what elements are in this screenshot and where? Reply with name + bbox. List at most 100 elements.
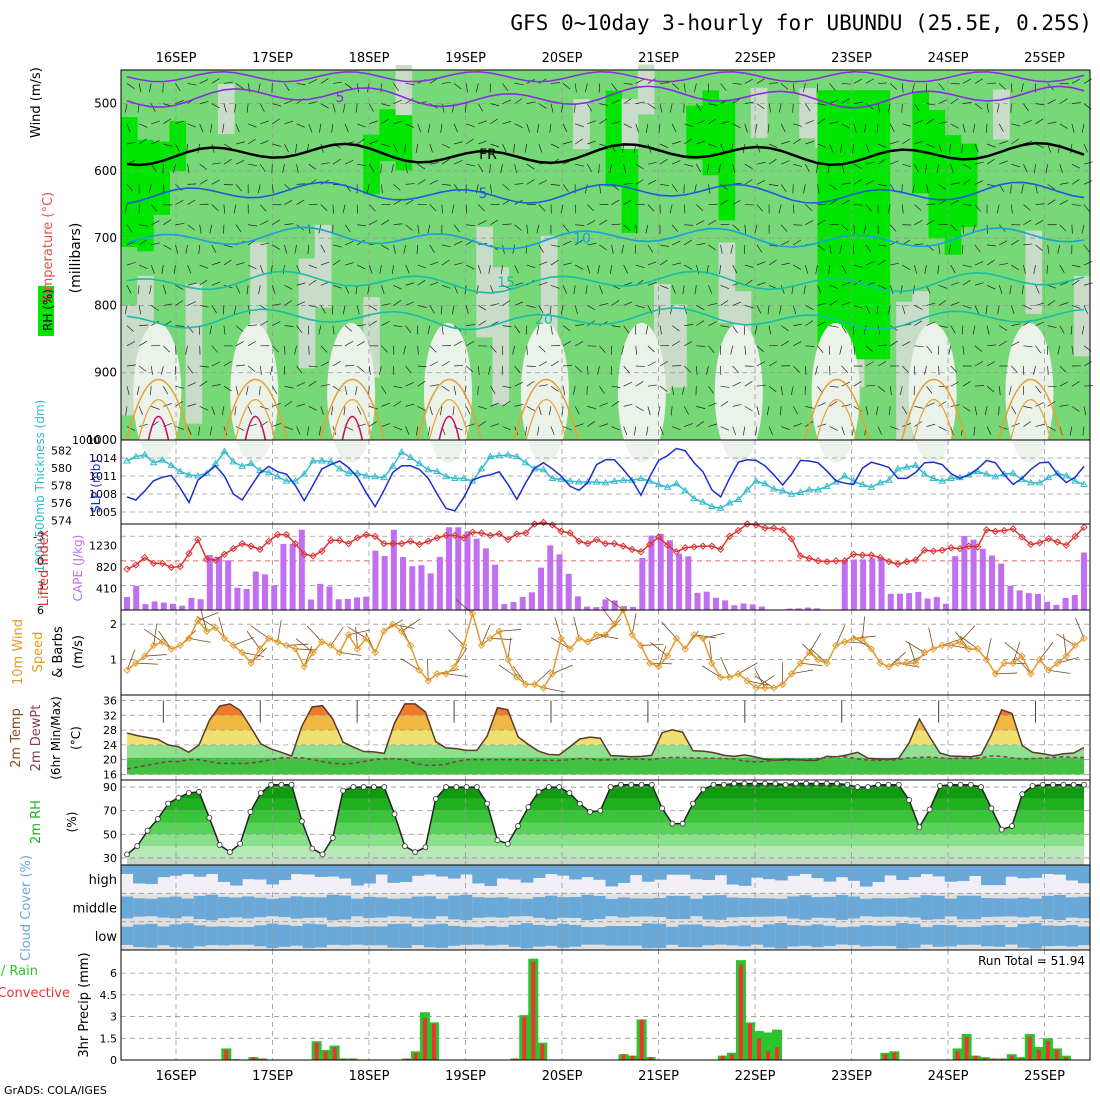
profile-wind-barb <box>502 223 512 226</box>
profile-wind-barb <box>173 265 176 275</box>
lifted-index-point-47 <box>539 518 548 527</box>
cloud-cell <box>956 865 970 881</box>
profile-wind-barb <box>962 264 972 268</box>
lifted-index-point-7 <box>185 549 193 558</box>
wind-speed-point-53 <box>592 631 601 639</box>
temp-ytick-36: 36 <box>103 695 117 708</box>
profile-wind-barb <box>1023 164 1028 173</box>
profile-wind-barb <box>889 386 892 396</box>
cape-bar-69 <box>758 606 765 610</box>
profile-wind-barb <box>490 303 500 306</box>
wind-speed-point-41 <box>486 634 495 643</box>
cloud-cell <box>339 865 352 879</box>
cloud-cell <box>278 897 292 918</box>
profile-wind-barb <box>381 244 390 250</box>
profile-wind-barb <box>974 161 984 165</box>
rh-saturated-patch-37 <box>718 99 736 221</box>
cloud-cell <box>617 897 631 918</box>
profile-wind-barb <box>246 285 249 295</box>
profile-wind-barb <box>1059 182 1069 185</box>
thickness-point-43 <box>504 450 512 458</box>
profile-wind-barb <box>1083 244 1090 253</box>
wind-speed-point-17 <box>273 638 282 646</box>
cape-bar-65 <box>722 600 729 610</box>
rh2m-point-92 <box>1070 781 1077 788</box>
profile-wind-barb <box>381 321 390 326</box>
profile-wind-barb <box>599 345 606 353</box>
profile-wind-barb <box>223 325 226 335</box>
profile-wind-barb <box>950 164 954 173</box>
wind-speed-point-6 <box>176 641 184 650</box>
lifted-index-point-12 <box>229 544 238 553</box>
lifted-index-point-66 <box>708 542 716 550</box>
cloud-cell <box>605 926 619 946</box>
profile-wind-barb <box>611 199 620 205</box>
wind-barb-97 <box>986 637 992 660</box>
profile-wind-barb <box>950 123 959 129</box>
profile-wind-barb <box>718 164 721 174</box>
wind-barb-48 <box>552 664 573 675</box>
profile-wind-barb <box>211 261 221 266</box>
cloud-cell <box>920 895 934 920</box>
profile-wind-barb <box>1011 323 1021 326</box>
cloud-cell <box>920 865 934 875</box>
cloud-cell <box>654 897 667 918</box>
profile-wind-barb <box>742 426 746 436</box>
wind-speed-point-8 <box>194 616 202 625</box>
wind-barb-71 <box>755 675 775 689</box>
profile-wind-barb <box>198 244 201 254</box>
wind-barb-18 <box>286 643 309 646</box>
profile-wind-barb <box>730 244 734 254</box>
profile-wind-barb <box>623 98 632 104</box>
cloud-cell <box>460 926 473 945</box>
profile-wind-barb <box>538 244 544 253</box>
precip-convective-bar-58 <box>648 1057 653 1060</box>
profile-wind-barb <box>187 282 197 286</box>
cape-bar-21 <box>317 583 324 610</box>
profile-wind-barb <box>199 406 208 411</box>
profile-wind-barb <box>805 164 810 173</box>
profile-wind-barb <box>996 204 1000 214</box>
cape-bar-59 <box>666 540 673 610</box>
profile-wind-barb <box>356 365 365 373</box>
thickness-point-85 <box>876 478 885 486</box>
rh2m-point-81 <box>957 781 964 788</box>
wind-barb-13 <box>242 652 264 657</box>
profile-wind-barb <box>393 426 403 431</box>
rh-surface-dry-bubble-7 <box>811 322 860 463</box>
thickness-point-64 <box>690 494 698 502</box>
profile-wind-barb <box>684 224 694 226</box>
profile-wind-barb <box>187 325 194 333</box>
cloud-cell <box>181 865 195 875</box>
profile-wind-barb <box>877 158 886 165</box>
profile-wind-barb <box>938 284 948 289</box>
profile-wind-barb <box>720 401 729 407</box>
profile-wind-barb <box>150 365 153 375</box>
profile-wind-barb <box>817 103 827 106</box>
rh2m-point-14 <box>268 781 274 788</box>
rh2m-point-72 <box>865 784 871 790</box>
profile-wind-barb <box>986 259 995 266</box>
profile-wind-barb <box>962 78 971 84</box>
profile-wind-barb <box>427 224 431 234</box>
precip-convective-bar-33 <box>422 1018 427 1060</box>
profile-wind-barb <box>151 140 160 145</box>
thickness-point-47 <box>539 465 548 473</box>
profile-wind-barb <box>247 406 253 415</box>
profile-wind-barb <box>296 282 306 286</box>
profile-wind-barb <box>550 426 555 436</box>
profile-wind-barb <box>296 301 305 306</box>
thickness-ytick-576: 576 <box>51 497 72 510</box>
isotherm-label-15: 15 <box>497 275 515 291</box>
wind-speed-point-42 <box>495 627 503 635</box>
cloud-cell <box>908 923 922 948</box>
warm-contour-0 <box>125 378 192 441</box>
profile-wind-barb <box>514 325 521 334</box>
rh2m-point-36 <box>494 837 501 844</box>
wind-barb-7 <box>188 637 211 643</box>
profile-wind-barb <box>563 365 573 367</box>
temp-axis-label: 2m Temp <box>9 708 24 768</box>
profile-wind-barb <box>429 261 439 266</box>
profile-wind-barb <box>914 265 917 274</box>
profile-wind-barb <box>357 264 366 270</box>
